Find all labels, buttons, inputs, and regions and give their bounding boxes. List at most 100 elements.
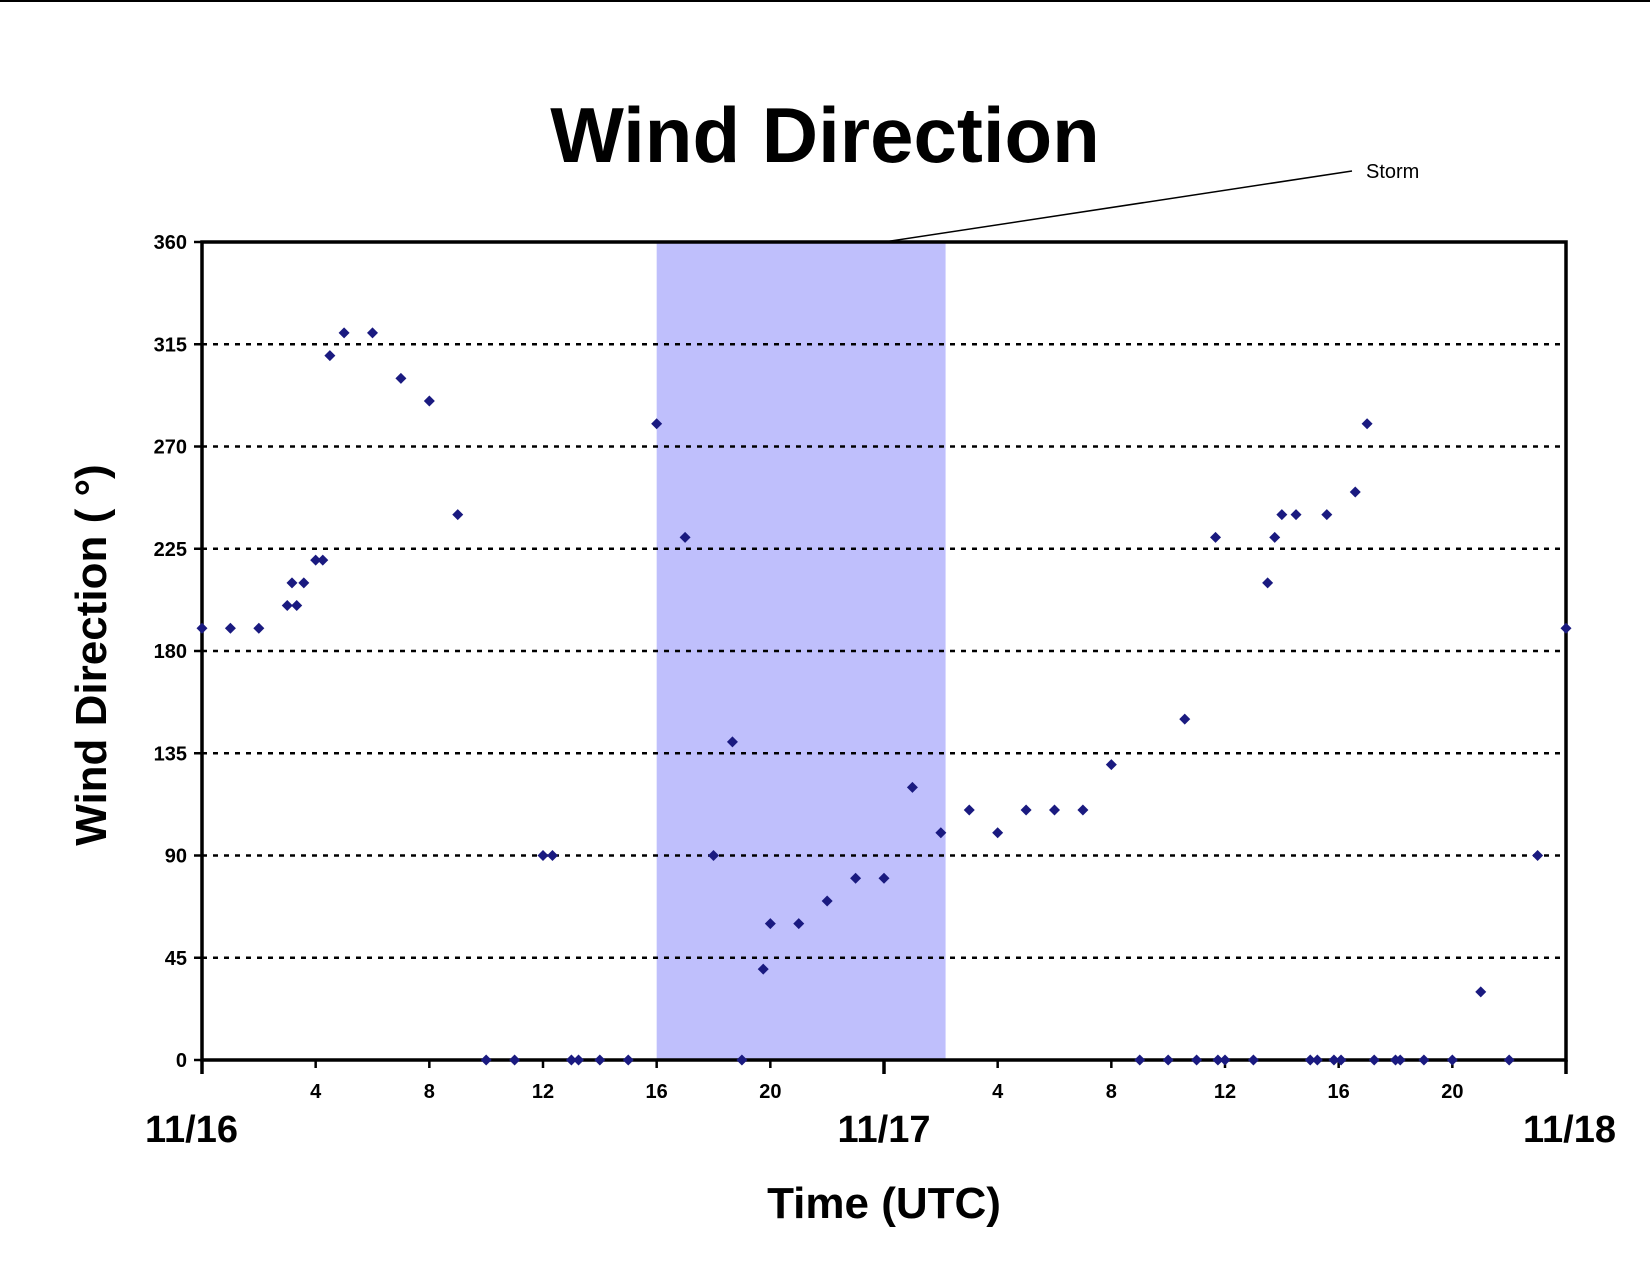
data-point (764, 918, 776, 930)
data-point (992, 827, 1004, 839)
x-tick-label: 16 (1328, 1081, 1350, 1103)
date-label: 11/17 (838, 1109, 931, 1151)
data-point (423, 395, 435, 407)
x-tick-label: 20 (759, 1081, 781, 1103)
data-point (1162, 1054, 1174, 1066)
data-point (726, 736, 738, 748)
data-point (395, 372, 407, 384)
data-point (736, 1054, 748, 1066)
data-point (1191, 1054, 1203, 1066)
data-point (1304, 1054, 1316, 1066)
chart-title: Wind Direction (550, 91, 1100, 179)
y-tick-label: 225 (154, 539, 187, 561)
data-point (281, 600, 293, 612)
x-tick-label: 12 (532, 1081, 554, 1103)
x-tick-label: 8 (1106, 1081, 1117, 1103)
data-point (594, 1054, 606, 1066)
data-point (622, 1054, 634, 1066)
x-tick-label: 20 (1441, 1081, 1463, 1103)
data-point (1335, 1054, 1347, 1066)
data-point (1446, 1054, 1458, 1066)
data-point (317, 554, 329, 566)
data-point (1049, 804, 1060, 816)
data-point (509, 1054, 521, 1066)
data-point (1210, 531, 1222, 543)
data-point (224, 622, 236, 634)
data-point (821, 895, 833, 907)
data-point (196, 622, 208, 634)
y-tick-label: 90 (165, 846, 187, 868)
data-point (1290, 509, 1302, 521)
data-point (1361, 418, 1373, 430)
y-tick-label: 0 (176, 1050, 187, 1072)
data-point (298, 577, 310, 589)
x-tick-label: 4 (992, 1081, 1004, 1103)
y-tick-label: 135 (154, 743, 187, 765)
data-point (1532, 850, 1544, 861)
page-top-rule (0, 0, 1650, 2)
y-tick-label: 360 (154, 232, 187, 254)
axis-ticks: 0 45 90 135 180 225 270 315 360 4 8 12 16 20 4 8 12 16 20 1… (145, 232, 1616, 1151)
data-point (708, 850, 719, 861)
data-point (1560, 622, 1572, 634)
data-point (1262, 577, 1274, 589)
data-point (452, 509, 464, 521)
y-tick-label: 270 (154, 437, 187, 459)
data-point (757, 963, 769, 975)
data-point (1247, 1054, 1259, 1066)
x-tick-label: 4 (310, 1081, 322, 1103)
date-label: 11/18 (1523, 1109, 1616, 1151)
data-point (1269, 531, 1281, 543)
data-point (546, 850, 558, 861)
data-point (1219, 1054, 1231, 1066)
data-point (565, 1054, 577, 1066)
data-point (1503, 1054, 1515, 1066)
data-point (310, 554, 322, 566)
data-point (324, 350, 336, 362)
data-point (1349, 486, 1361, 498)
data-point (1368, 1054, 1380, 1066)
y-tick-label: 45 (165, 948, 187, 970)
data-point (1321, 509, 1333, 521)
data-point (480, 1054, 492, 1066)
data-point (367, 327, 378, 339)
data-point (1179, 713, 1191, 725)
y-tick-label: 315 (154, 334, 187, 356)
data-point (1276, 509, 1288, 521)
data-point (1394, 1054, 1406, 1066)
y-tick-label: 180 (154, 641, 187, 663)
storm-label: Storm (1366, 161, 1419, 183)
data-point (286, 577, 298, 589)
data-point (878, 872, 890, 884)
data-point (338, 327, 350, 339)
data-point (1212, 1054, 1224, 1066)
data-point (906, 781, 918, 793)
data-point (850, 872, 862, 884)
data-point (963, 804, 975, 816)
data-point (1105, 759, 1117, 771)
date-label: 11/16 (145, 1109, 238, 1151)
data-point (537, 850, 549, 861)
data-point (573, 1054, 585, 1066)
data-point (935, 827, 947, 839)
x-tick-label: 12 (1214, 1081, 1236, 1103)
grid-lines (202, 343, 1566, 959)
data-point (1475, 986, 1487, 998)
data-point (793, 918, 805, 930)
data-point (1134, 1054, 1146, 1066)
data-point (651, 418, 663, 430)
data-point (253, 622, 265, 634)
storm-callout-line (883, 170, 1353, 243)
data-point (291, 600, 303, 612)
data-point (1020, 804, 1032, 816)
x-tick-label: 8 (424, 1081, 435, 1103)
x-axis-label: Time (UTC) (767, 1179, 1001, 1228)
data-point (679, 531, 691, 543)
data-point (1418, 1054, 1430, 1066)
y-axis-label: Wind Direction ( °) (67, 464, 116, 845)
data-points (196, 327, 1572, 1066)
data-point (1311, 1054, 1323, 1066)
x-tick-label: 16 (646, 1081, 668, 1103)
data-point (1328, 1054, 1340, 1066)
